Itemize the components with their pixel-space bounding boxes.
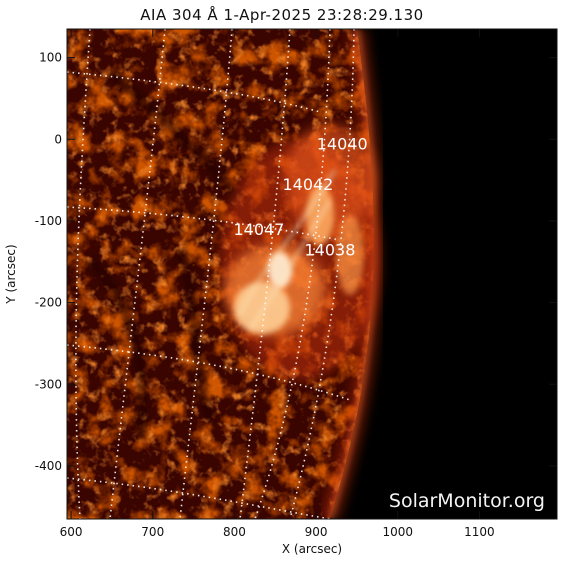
x-tick-label: 1000	[382, 525, 413, 539]
active-region-label-14047: 14047	[233, 220, 284, 239]
x-axis: 600 700 800 900 1000 1100	[60, 29, 495, 539]
x-tick-label: 800	[223, 525, 246, 539]
plot-frame	[66, 28, 558, 520]
x-tick-label: 1100	[464, 525, 495, 539]
y-tick-label: 100	[39, 51, 62, 65]
x-axis-label: X (arcsec)	[282, 542, 342, 556]
active-region-label-14038: 14038	[305, 241, 356, 260]
solar-disc	[67, 29, 382, 519]
y-tick-label: 0	[54, 132, 62, 146]
y-tick-label: -100	[35, 214, 62, 228]
image-title: AIA 304 Å 1-Apr-2025 23:28:29.130	[140, 6, 424, 24]
y-tick-label: -400	[35, 459, 62, 473]
watermark: SolarMonitor.org	[389, 490, 545, 512]
x-tick-label: 700	[141, 525, 164, 539]
active-region-label-14042: 14042	[282, 175, 333, 194]
x-tick-label: 900	[305, 525, 328, 539]
active-region-glow	[220, 125, 380, 380]
x-tick-label: 600	[60, 525, 83, 539]
y-tick-label: -200	[35, 296, 62, 310]
active-region-labels: 14040 14042 14047 14038	[233, 134, 367, 259]
y-axis-label: Y (arcsec)	[4, 244, 18, 304]
active-region-label-14040: 14040	[317, 134, 368, 153]
heliographic-grid	[67, 29, 355, 519]
y-tick-label: -300	[35, 377, 62, 391]
y-axis: 100 0 -100 -200 -300 -400	[35, 51, 557, 473]
